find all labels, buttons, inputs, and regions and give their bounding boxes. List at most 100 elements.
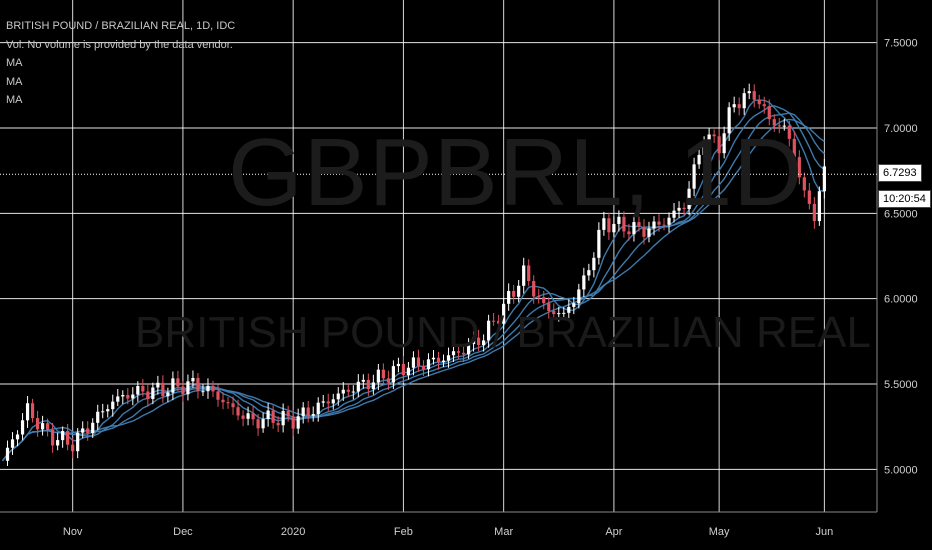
candle-body: [186, 381, 190, 395]
candle-body: [226, 402, 230, 404]
candle-body: [116, 396, 120, 402]
candle-body: [687, 188, 691, 209]
candle-body: [301, 407, 305, 417]
candle-body: [727, 107, 731, 134]
chart-legend: BRITISH POUND / BRAZILIAN REAL, 1D, IDC …: [6, 17, 235, 110]
candle-body: [482, 340, 486, 346]
candle-body: [667, 217, 671, 225]
x-tick-label: Jun: [816, 526, 834, 538]
legend-ma-1[interactable]: MA: [6, 57, 23, 69]
candle-body: [567, 306, 571, 313]
candle-body: [757, 99, 761, 105]
candle-body: [20, 420, 25, 435]
candle-body: [497, 320, 501, 324]
candle-body: [121, 395, 125, 397]
candle-body: [702, 143, 706, 155]
candle-body: [647, 228, 651, 237]
candle-body: [722, 133, 726, 154]
candle-body: [411, 357, 416, 368]
candle-body: [35, 418, 40, 430]
candle-body: [286, 411, 290, 417]
candle-body: [341, 389, 345, 394]
candle-body: [201, 391, 205, 393]
candle-body: [697, 154, 701, 165]
candle-body: [592, 257, 596, 271]
candle-body: [431, 357, 436, 360]
candle-body: [25, 403, 30, 421]
legend-ma-3[interactable]: MA: [6, 94, 23, 106]
candle-body: [266, 410, 270, 420]
candle-body: [246, 413, 250, 419]
candle-body: [241, 415, 245, 419]
candle-body: [662, 224, 666, 226]
candle-body: [346, 389, 350, 392]
candle-body: [211, 385, 215, 392]
candle-body: [792, 138, 796, 158]
candle-body: [602, 218, 606, 230]
candle-body: [166, 392, 170, 397]
legend-volume-note[interactable]: Vol: No volume is provided by the data v…: [6, 38, 233, 51]
candle-body: [502, 303, 506, 324]
x-tick-label: Feb: [394, 526, 413, 538]
candle-body: [131, 394, 135, 399]
candle-body: [5, 447, 10, 461]
y-tick-label: 5.0000: [884, 464, 918, 476]
candle-body: [311, 414, 315, 416]
x-tick-label: Nov: [63, 526, 83, 538]
candle-body: [652, 221, 656, 229]
candle-body: [542, 297, 546, 304]
candle-body: [331, 399, 335, 404]
candle-body: [206, 385, 210, 392]
candle-body: [632, 222, 636, 235]
candle-body: [617, 216, 621, 224]
candle-body: [46, 423, 50, 430]
candle-body: [527, 265, 531, 282]
y-tick-label: 7.0000: [884, 123, 918, 135]
candle-body: [737, 104, 741, 109]
candle-body: [281, 411, 285, 426]
candle-body: [476, 337, 481, 346]
candle-body: [742, 93, 746, 109]
candle-body: [747, 91, 751, 94]
candle-body: [812, 203, 816, 222]
x-tick-label: 2020: [281, 526, 305, 538]
candle-body: [787, 125, 791, 139]
candle-body: [461, 352, 466, 355]
candle-body: [547, 303, 551, 311]
candle-body: [191, 378, 195, 382]
candle-body: [532, 281, 536, 297]
candle-body: [537, 296, 541, 298]
candle-body: [557, 313, 561, 315]
candle-body: [406, 367, 411, 376]
candle-body: [86, 428, 90, 434]
legend-ma-2[interactable]: MA: [6, 75, 23, 88]
candle-body: [637, 222, 641, 227]
candle-body: [822, 166, 826, 192]
candle-body: [487, 320, 491, 341]
x-tick-label: Dec: [173, 526, 193, 538]
candle-body: [577, 289, 581, 304]
legend-title[interactable]: BRITISH POUND / BRAZILIAN REAL, 1D, IDC: [6, 20, 236, 32]
candle-body: [517, 285, 521, 297]
candle-body: [512, 291, 516, 297]
candle-body: [171, 378, 175, 393]
candle-body: [732, 104, 736, 108]
candle-body: [381, 369, 385, 379]
candle-body: [56, 440, 60, 446]
candle-body: [682, 207, 686, 209]
candle-body: [446, 355, 451, 361]
candle-body: [146, 391, 150, 399]
candle-body: [436, 357, 441, 362]
candle-body: [316, 402, 320, 415]
y-tick-label: 6.0000: [884, 294, 918, 306]
candle-body: [366, 379, 370, 390]
candle-body: [642, 226, 646, 237]
candle-body: [466, 344, 471, 355]
bar-countdown-label: 10:20:54: [878, 190, 931, 209]
x-tick-label: Apr: [605, 526, 622, 538]
candle-body: [607, 218, 611, 233]
candle-body: [672, 210, 676, 218]
moving-average-line-4: [1, 118, 825, 462]
candle-body: [221, 399, 225, 403]
